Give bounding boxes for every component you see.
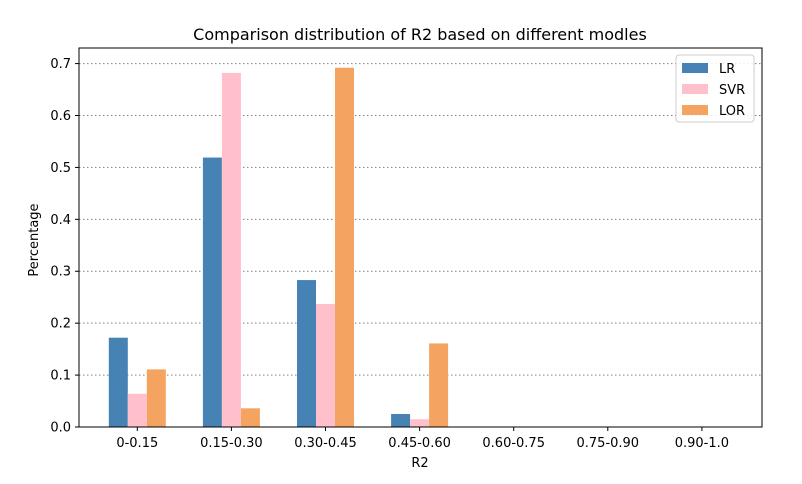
bars xyxy=(108,67,449,428)
bar-svr-2 xyxy=(316,303,335,427)
plot-area xyxy=(78,47,763,428)
y-axis-label: Percentage xyxy=(27,203,42,276)
x-tick-label: 0.45-0.60 xyxy=(388,436,451,451)
y-tick-label: 0.2 xyxy=(50,317,71,332)
chart-title: Comparison distribution of R2 based on d… xyxy=(193,25,647,44)
bar-svr-0 xyxy=(127,393,147,427)
bar-svr-1 xyxy=(221,72,241,428)
bar-lr-2 xyxy=(297,280,316,427)
legend-label-lor: LOR xyxy=(719,104,745,119)
x-tick-label: 0.30-0.45 xyxy=(294,436,357,451)
legend-label-svr: SVR xyxy=(719,83,745,98)
x-tick-label: 0.75-0.90 xyxy=(577,436,640,451)
bar-lor-0 xyxy=(146,369,166,427)
bar-lor-3 xyxy=(429,343,449,427)
legend-swatch-lor xyxy=(682,105,708,115)
x-tick-label: 0.15-0.30 xyxy=(200,436,263,451)
legend: LR SVR LOR xyxy=(675,54,755,123)
x-tick-label: 0.90-1.0 xyxy=(675,436,729,451)
bar-lor-2 xyxy=(335,67,354,428)
y-tick-label: 0.7 xyxy=(50,57,71,72)
bar-lr-3 xyxy=(391,414,411,427)
legend-swatch-svr xyxy=(682,84,708,94)
y-tick-label: 0.4 xyxy=(50,213,71,228)
x-axis-ticks: 0-0.15 0.15-0.30 0.30-0.45 0.45-0.60 0.60-0.… xyxy=(116,427,729,451)
bar-lor-1 xyxy=(240,408,260,427)
legend-label-lr: LR xyxy=(719,62,735,77)
y-tick-label: 0.6 xyxy=(50,109,71,124)
y-tick-label: 0.3 xyxy=(50,265,71,280)
legend-swatch-lr xyxy=(682,63,708,73)
y-tick-label: 0.0 xyxy=(50,421,71,436)
bar-lr-1 xyxy=(202,157,222,427)
y-tick-label: 0.1 xyxy=(50,369,71,384)
bar-lr-0 xyxy=(108,337,128,427)
bar-svr-3 xyxy=(410,419,430,427)
x-axis-label: R2 xyxy=(411,456,428,471)
x-tick-label: 0-0.15 xyxy=(116,436,158,451)
x-tick-label: 0.60-0.75 xyxy=(482,436,545,451)
y-axis-ticks: 0.0 0.1 0.2 0.3 0.4 0.5 0.6 0.7 xyxy=(50,57,79,436)
y-tick-label: 0.5 xyxy=(50,161,71,176)
